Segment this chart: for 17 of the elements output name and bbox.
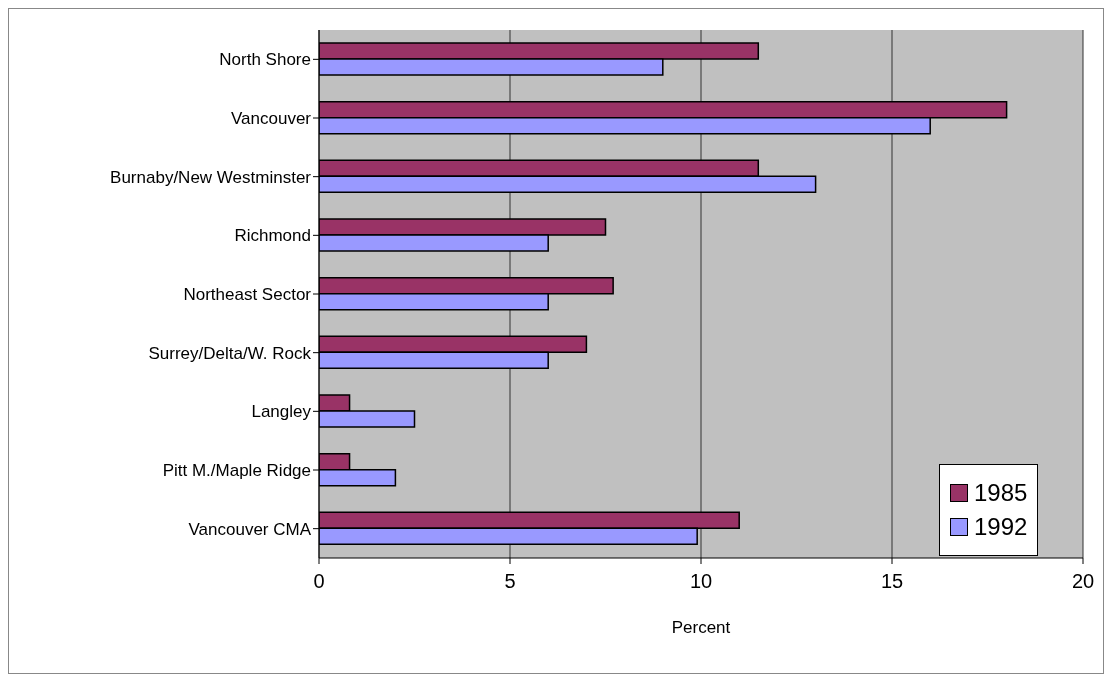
y-tick-label: Surrey/Delta/W. Rock	[148, 343, 312, 363]
x-axis-title: Percent	[671, 618, 731, 637]
x-tick-label: 10	[689, 570, 713, 593]
legend-label: 1985	[974, 479, 1028, 507]
y-tick-label: Langley	[251, 402, 312, 422]
x-tick-label: 5	[504, 570, 516, 593]
x-tick-label: 15	[880, 570, 904, 593]
y-tick-label: Vancouver CMA	[188, 519, 312, 539]
y-tick-label: Northeast Sector	[183, 285, 312, 305]
y-tick-label: Vancouver	[230, 109, 312, 129]
legend-label: 1992	[974, 513, 1028, 541]
x-tick-label: 20	[1071, 570, 1095, 593]
x-tick-label: 0	[313, 570, 325, 593]
y-tick-label: North Shore	[219, 50, 311, 70]
y-tick-label: Pitt M./Maple Ridge	[162, 461, 311, 481]
y-tick-label: Richmond	[234, 226, 311, 246]
y-tick-label: Burnaby/New Westminster	[110, 167, 312, 187]
